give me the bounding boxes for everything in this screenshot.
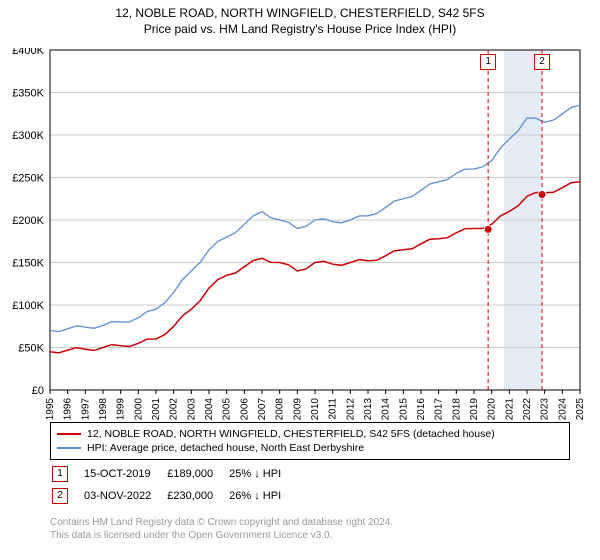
svg-text:2015: 2015 bbox=[398, 398, 409, 421]
marker-badge-2: 2 bbox=[534, 54, 550, 70]
svg-text:2001: 2001 bbox=[151, 398, 162, 421]
legend: 12, NOBLE ROAD, NORTH WINGFIELD, CHESTER… bbox=[50, 422, 570, 460]
legend-row-price-paid: 12, NOBLE ROAD, NORTH WINGFIELD, CHESTER… bbox=[57, 427, 563, 441]
svg-text:2012: 2012 bbox=[345, 398, 356, 421]
svg-text:£150K: £150K bbox=[12, 258, 44, 270]
svg-text:2013: 2013 bbox=[363, 398, 374, 421]
svg-text:£350K: £350K bbox=[12, 88, 44, 100]
svg-text:£300K: £300K bbox=[12, 130, 44, 142]
svg-text:1996: 1996 bbox=[63, 398, 74, 421]
title-block: 12, NOBLE ROAD, NORTH WINGFIELD, CHESTER… bbox=[0, 0, 600, 36]
svg-text:2014: 2014 bbox=[381, 398, 392, 421]
svg-text:1997: 1997 bbox=[80, 398, 91, 421]
attribution: Contains HM Land Registry data © Crown c… bbox=[50, 516, 393, 542]
marker-table: 1 15-OCT-2019£189,00025% ↓ HPI 2 03-NOV-202… bbox=[50, 462, 297, 508]
svg-text:2003: 2003 bbox=[186, 398, 197, 421]
legend-label-price-paid: 12, NOBLE ROAD, NORTH WINGFIELD, CHESTER… bbox=[87, 428, 495, 440]
svg-text:2025: 2025 bbox=[575, 398, 584, 421]
svg-text:2019: 2019 bbox=[469, 398, 480, 421]
svg-text:2018: 2018 bbox=[451, 398, 462, 421]
marker-price: £230,000 bbox=[167, 486, 227, 506]
legend-swatch-hpi bbox=[57, 447, 81, 449]
attribution-line2: This data is licensed under the Open Gov… bbox=[50, 529, 393, 542]
svg-text:2022: 2022 bbox=[522, 398, 533, 421]
title-sub: Price paid vs. HM Land Registry's House … bbox=[0, 22, 600, 36]
svg-text:2024: 2024 bbox=[557, 398, 568, 421]
svg-text:2023: 2023 bbox=[540, 398, 551, 421]
legend-row-hpi: HPI: Average price, detached house, Nort… bbox=[57, 441, 563, 455]
marker-date: 15-OCT-2019 bbox=[84, 464, 165, 484]
marker-badge-1: 1 bbox=[480, 54, 496, 70]
marker-delta: 26% ↓ HPI bbox=[229, 486, 295, 506]
legend-swatch-price-paid bbox=[57, 433, 81, 435]
svg-text:2017: 2017 bbox=[434, 398, 445, 421]
svg-text:2011: 2011 bbox=[328, 398, 339, 420]
marker-id-badge: 2 bbox=[52, 488, 68, 504]
marker-id-badge: 1 bbox=[52, 466, 68, 482]
svg-text:2007: 2007 bbox=[257, 398, 268, 421]
svg-text:£200K: £200K bbox=[12, 215, 44, 227]
svg-text:2021: 2021 bbox=[504, 398, 515, 421]
svg-text:2002: 2002 bbox=[169, 398, 180, 421]
svg-text:2000: 2000 bbox=[133, 398, 144, 421]
chart-container: 12, NOBLE ROAD, NORTH WINGFIELD, CHESTER… bbox=[0, 0, 600, 560]
svg-text:2006: 2006 bbox=[239, 398, 250, 421]
marker-price: £189,000 bbox=[167, 464, 227, 484]
svg-text:1999: 1999 bbox=[116, 398, 127, 421]
svg-text:2005: 2005 bbox=[222, 398, 233, 421]
svg-text:2016: 2016 bbox=[416, 398, 427, 421]
svg-text:£100K: £100K bbox=[12, 300, 44, 312]
chart-area: £0£50K£100K£150K£200K£250K£300K£350K£400… bbox=[6, 48, 536, 388]
title-main: 12, NOBLE ROAD, NORTH WINGFIELD, CHESTER… bbox=[0, 6, 600, 20]
svg-text:2008: 2008 bbox=[275, 398, 286, 421]
svg-text:2004: 2004 bbox=[204, 398, 215, 421]
marker-date: 03-NOV-2022 bbox=[84, 486, 165, 506]
svg-text:£250K: £250K bbox=[12, 173, 44, 185]
chart-svg: £0 £50K £100K £150K £200K £250K £300K £350K £400… bbox=[6, 48, 584, 428]
svg-text:2009: 2009 bbox=[292, 398, 303, 421]
marker-row-2: 2 03-NOV-2022£230,00026% ↓ HPI bbox=[52, 486, 295, 506]
svg-text:2010: 2010 bbox=[310, 398, 321, 421]
svg-text:£400K: £400K bbox=[12, 48, 44, 57]
marker-delta: 25% ↓ HPI bbox=[229, 464, 295, 484]
svg-text:£50K: £50K bbox=[18, 343, 44, 355]
svg-text:£0: £0 bbox=[32, 385, 44, 397]
attribution-line1: Contains HM Land Registry data © Crown c… bbox=[50, 516, 393, 529]
svg-text:2020: 2020 bbox=[487, 398, 498, 421]
svg-text:1995: 1995 bbox=[45, 398, 56, 421]
svg-text:1998: 1998 bbox=[98, 398, 109, 421]
marker-row-1: 1 15-OCT-2019£189,00025% ↓ HPI bbox=[52, 464, 295, 484]
legend-label-hpi: HPI: Average price, detached house, Nort… bbox=[87, 442, 364, 454]
